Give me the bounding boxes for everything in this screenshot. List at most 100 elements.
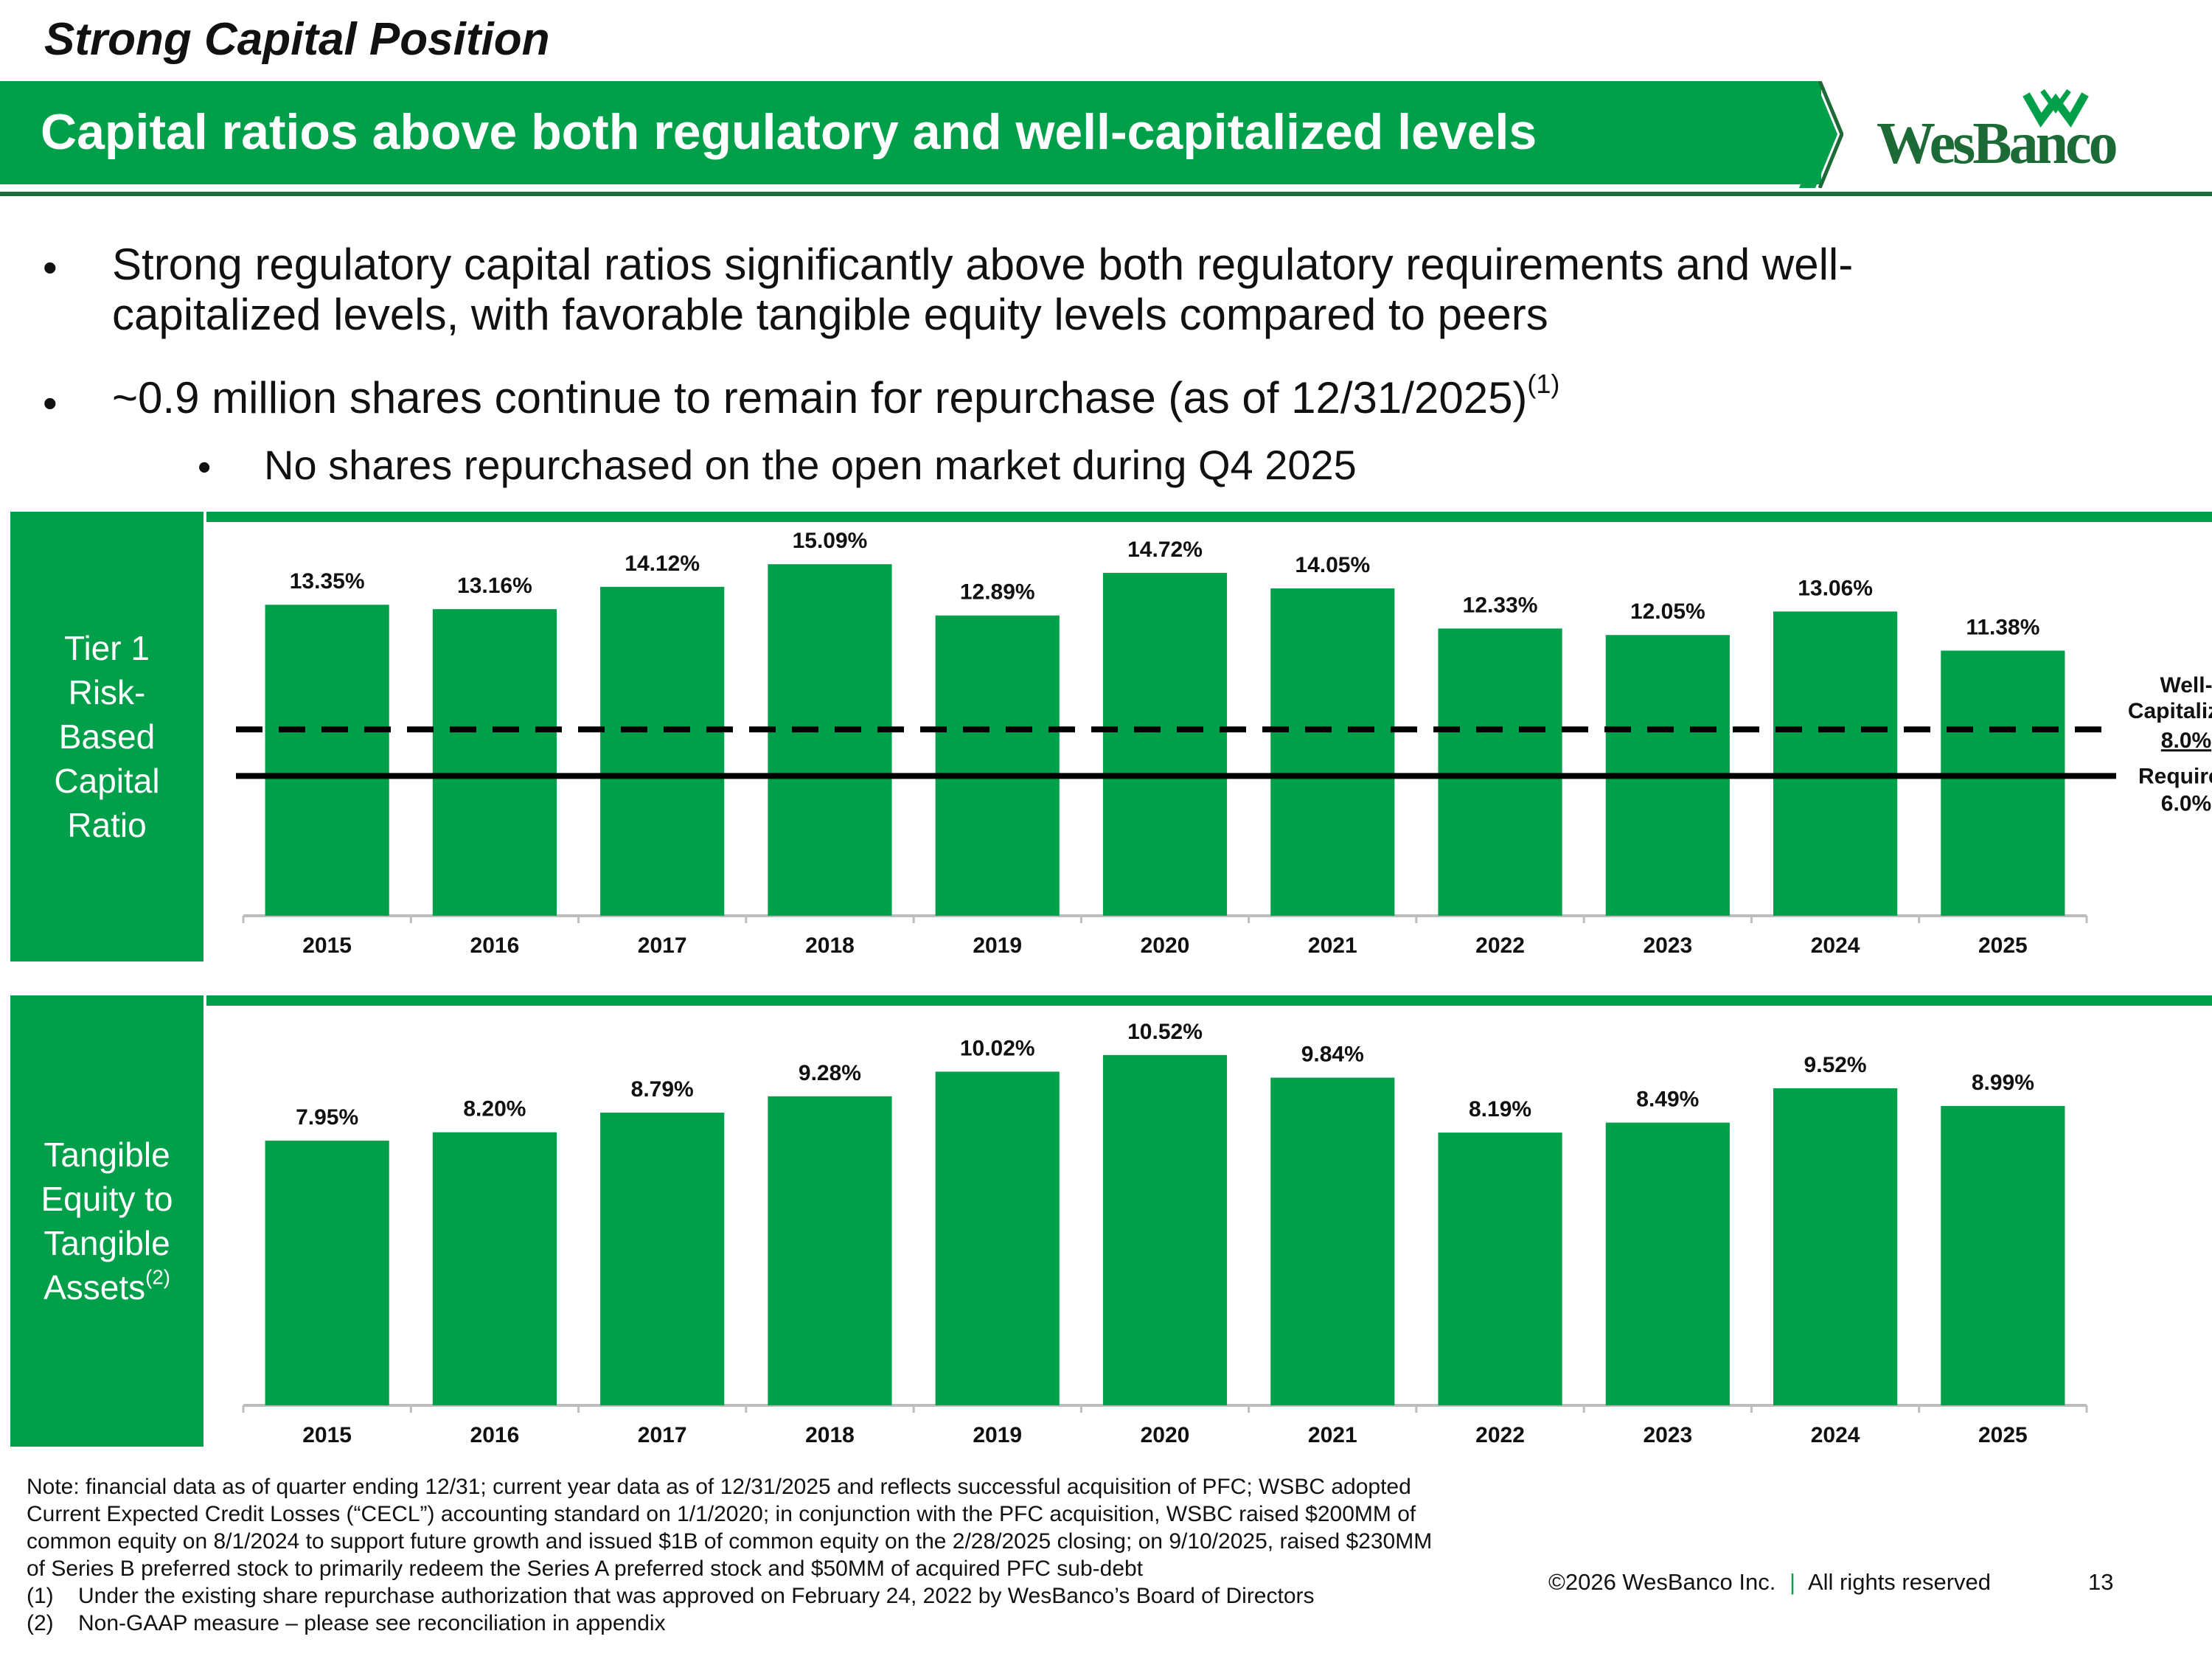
required-value: 6.0%	[2161, 791, 2211, 815]
bar-2020	[1102, 572, 1228, 916]
category-label-2018: 2018	[805, 933, 855, 958]
bar-2018	[768, 564, 892, 916]
sub-bullet: No shares repurchased on the open market…	[264, 442, 1357, 488]
bar-2016	[432, 1132, 557, 1405]
section-title: Strong Capital Position	[44, 14, 550, 65]
panel-label-line: Ratio	[67, 806, 147, 844]
required-label: Required	[2138, 764, 2212, 788]
category-label-2021: 2021	[1308, 1423, 1357, 1447]
category-label-2015: 2015	[302, 933, 352, 958]
well-capitalized-label: Well-	[2160, 673, 2212, 698]
chart-2-top-rule	[206, 995, 2212, 1006]
data-label-2020: 10.52%	[1127, 1020, 1203, 1044]
well-capitalized-label: Capitalized	[2128, 699, 2212, 723]
bar-2025	[1941, 650, 2065, 916]
note-line: Current Expected Credit Losses (“CECL”) …	[27, 1502, 1416, 1526]
title-banner	[0, 81, 1821, 184]
panel-label-line: Based	[58, 717, 156, 756]
data-label-2015: 7.95%	[296, 1105, 358, 1130]
bar-2017	[600, 586, 725, 916]
note-line: of Series B preferred stock to primarily…	[27, 1557, 1144, 1581]
category-label-2015: 2015	[302, 1423, 352, 1447]
bullet-1-line-1: Strong regulatory capital ratios signifi…	[112, 240, 1854, 289]
panel-label-line: Tier 1	[64, 629, 150, 667]
bar-2015	[265, 1140, 389, 1405]
footnote-2: (2) Non-GAAP measure – please see reconci…	[27, 1611, 666, 1635]
data-label-2024: 9.52%	[1804, 1053, 1867, 1077]
data-label-2017: 8.79%	[631, 1077, 694, 1102]
panel-label-footnote: (2)	[145, 1265, 170, 1289]
bar-2021	[1270, 1077, 1395, 1405]
panel-label-line: Tangible	[44, 1224, 170, 1262]
category-label-2018: 2018	[805, 1423, 855, 1447]
category-label-2019: 2019	[973, 933, 1022, 958]
data-label-2016: 8.20%	[463, 1097, 526, 1121]
category-label-2022: 2022	[1475, 933, 1525, 958]
panel-label-line: Tangible	[44, 1135, 170, 1174]
banner-title: Capital ratios above both regulatory and…	[41, 104, 1537, 160]
footnote-1: (1) Under the existing share repurchase a…	[27, 1584, 1315, 1608]
bar-2022	[1438, 1133, 1562, 1405]
well-capitalized-value: 8.0%	[2161, 728, 2211, 753]
category-label-2017: 2017	[638, 1423, 687, 1447]
bar-2020	[1102, 1054, 1228, 1405]
bar-2019	[935, 1071, 1060, 1405]
tier1-capital-chart: 13.35% 2015 13.16% 2016 14.12% 2017 15.09% 2018…	[236, 529, 2212, 958]
category-label-2017: 2017	[638, 933, 687, 958]
data-label-2022: 8.19%	[1469, 1097, 1531, 1121]
bar-2024	[1773, 1088, 1898, 1405]
note-line: Note: financial data as of quarter endin…	[27, 1475, 1411, 1499]
category-label-2024: 2024	[1811, 933, 1860, 958]
bar-2021	[1270, 588, 1395, 916]
data-label-2017: 14.12%	[625, 552, 700, 576]
bar-2017	[600, 1112, 725, 1405]
copyright: ©2026 WesBanco Inc. | All rights reserve…	[1548, 1569, 1992, 1595]
panel-label-line: Risk-	[68, 673, 146, 712]
panel-label-line: Capital	[54, 762, 160, 800]
category-label-2025: 2025	[1978, 933, 2028, 958]
data-label-2025: 11.38%	[1966, 615, 2039, 639]
category-label-2020: 2020	[1141, 1423, 1190, 1447]
bullet-marker: •	[43, 244, 58, 291]
chart-1-top-rule	[206, 512, 2212, 522]
bar-2019	[935, 615, 1060, 916]
logo-mark-icon	[2023, 88, 2089, 128]
bullet-2: ~0.9 million shares continue to remain f…	[112, 369, 1560, 423]
data-label-2020: 14.72%	[1127, 538, 1203, 562]
category-label-2016: 2016	[470, 1423, 520, 1447]
data-label-2016: 13.16%	[457, 574, 532, 598]
data-label-2019: 12.89%	[960, 580, 1035, 605]
category-label-2019: 2019	[973, 1423, 1022, 1447]
data-label-2018: 15.09%	[793, 529, 868, 553]
category-label-2022: 2022	[1475, 1423, 1525, 1447]
bar-2024	[1773, 611, 1898, 916]
data-label-2022: 12.33%	[1463, 593, 1538, 617]
data-label-2021: 14.05%	[1295, 553, 1370, 577]
data-label-2019: 10.02%	[960, 1036, 1035, 1060]
bar-2018	[768, 1096, 892, 1405]
bar-2016	[432, 609, 557, 916]
tangible-equity-chart: 7.95% 2015 8.20% 2016 8.79% 2017 9.28% 2018 10.0…	[242, 1020, 2088, 1447]
footnote-note: Note: financial data as of quarter endin…	[27, 1473, 1432, 1637]
logo: WesBanco	[1877, 111, 2118, 176]
data-label-2023: 8.49%	[1636, 1088, 1699, 1112]
panel-label-line: Assets(2)	[44, 1265, 170, 1307]
data-label-2015: 13.35%	[290, 569, 365, 594]
category-label-2021: 2021	[1308, 933, 1357, 958]
chart-1-label: Tier 1 Risk- Based Capital Ratio	[10, 512, 204, 961]
header-rule	[0, 192, 2212, 196]
bar-2022	[1438, 628, 1562, 916]
category-label-2025: 2025	[1978, 1423, 2028, 1447]
bar-2023	[1605, 1122, 1730, 1405]
data-label-2025: 8.99%	[1972, 1071, 2034, 1095]
data-label-2021: 9.84%	[1301, 1043, 1364, 1067]
chart-2-label: Tangible Equity to Tangible Assets(2)	[10, 995, 204, 1447]
banner-chevron-icon	[1799, 81, 1843, 188]
page-number: 13	[2088, 1569, 2114, 1595]
data-label-2018: 9.28%	[799, 1061, 861, 1085]
bullet-marker: •	[43, 380, 58, 426]
bar-2015	[265, 605, 389, 916]
category-label-2016: 2016	[470, 933, 520, 958]
data-label-2023: 12.05%	[1630, 599, 1705, 624]
category-label-2024: 2024	[1811, 1423, 1860, 1447]
